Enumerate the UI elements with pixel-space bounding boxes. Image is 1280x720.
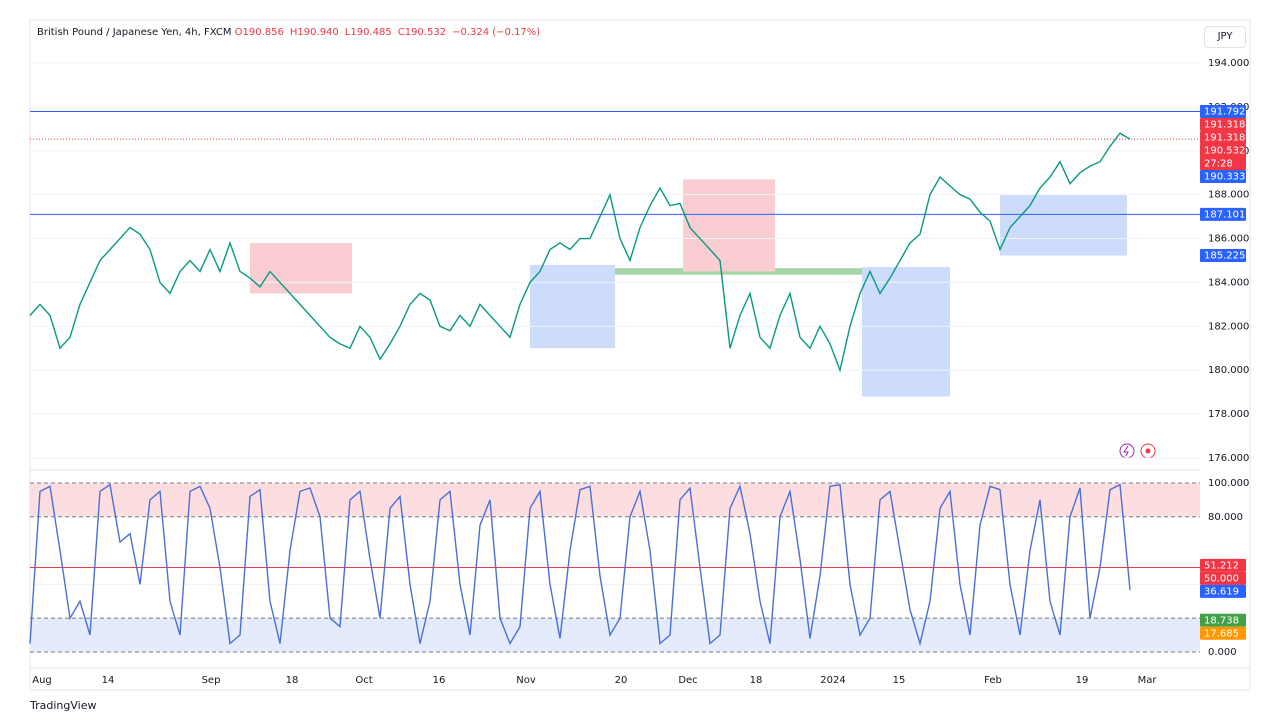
y-tick-label: 180.000: [1208, 365, 1249, 376]
x-tick-label: 19: [1076, 675, 1089, 686]
y-tick-label: 80.000: [1208, 512, 1243, 523]
level-band: [30, 482, 1200, 517]
countdown: 27:28: [1204, 158, 1233, 169]
open: O190.856: [234, 27, 284, 38]
price-label-bg: [1200, 104, 1246, 118]
series-line: [29, 483, 1131, 647]
zone: [530, 264, 615, 349]
price-label-bg: [1200, 207, 1246, 221]
x-tick-label: 16: [433, 675, 446, 686]
y-tick-label: 0.000: [1208, 647, 1237, 658]
price-label: 185.225: [1204, 251, 1245, 262]
price-label-bg: [1200, 571, 1246, 585]
y-tick-label: 186.000: [1208, 234, 1249, 245]
x-tick-label: 2024: [820, 675, 845, 686]
chart-frame: [29, 19, 1251, 691]
zone: [1000, 194, 1127, 256]
zone: [250, 242, 352, 294]
series-line: [29, 132, 1131, 373]
x-tick-label: Aug: [32, 675, 52, 686]
price-label: 17.685: [1204, 628, 1239, 639]
y-tick-label: 100.000: [1208, 478, 1249, 489]
y-tick-label: 176.000: [1208, 453, 1249, 464]
x-tick-label: 18: [750, 675, 763, 686]
price-label: 191.792: [1204, 106, 1245, 117]
y-tick-label: 184.000: [1208, 277, 1249, 288]
x-tick-label: Feb: [984, 675, 1002, 686]
x-tick-label: Nov: [516, 675, 536, 686]
price-label-bg: [1200, 169, 1246, 183]
close: C190.532: [397, 27, 447, 38]
price-label: 191.318: [1204, 132, 1245, 143]
y-tick-label: 182.000: [1208, 321, 1249, 332]
record-dot: [1145, 448, 1151, 454]
low: L190.485: [344, 27, 392, 38]
y-tick-label: 188.000: [1208, 190, 1249, 201]
price-label: 18.738: [1204, 615, 1239, 626]
price-label: 50.000: [1204, 573, 1239, 584]
symbol: British Pound / Japanese Yen, 4h, FXCM: [37, 27, 232, 38]
zone: [862, 267, 950, 397]
y-tick-label: 194.000: [1208, 58, 1249, 69]
x-tick-label: Sep: [202, 675, 221, 686]
high: H190.940: [289, 27, 339, 38]
price-label: 36.619: [1204, 586, 1239, 597]
alert-bolt: [1123, 445, 1129, 457]
change: −0.324 (−0.17%): [452, 27, 541, 38]
legend-header: British Pound / Japanese Yen, 4h, FXCM O…: [37, 27, 546, 38]
x-tick-label: 20: [615, 675, 628, 686]
alert-icon[interactable]: [1119, 443, 1135, 459]
price-label-bg: [1200, 143, 1246, 170]
price-label: 190.532: [1204, 145, 1245, 156]
price-label-bg: [1200, 249, 1246, 263]
price-label: 190.333: [1204, 171, 1245, 182]
currency-button[interactable]: JPY: [1204, 26, 1246, 48]
zone: [683, 179, 775, 272]
x-tick-label: 14: [102, 675, 115, 686]
price-label: 187.101: [1204, 209, 1245, 220]
price-label-bg: [1200, 558, 1246, 572]
x-tick-label: Dec: [678, 675, 697, 686]
price-label-bg: [1200, 584, 1246, 598]
x-tick-label: 18: [286, 675, 299, 686]
price-label: 191.318: [1204, 119, 1245, 130]
price-label: 51.212: [1204, 560, 1239, 571]
x-tick-label: Oct: [355, 675, 372, 686]
price-label-bg: [1200, 117, 1246, 131]
price-label-bg: [1200, 613, 1246, 627]
price-label-bg: [1200, 130, 1246, 144]
price-label-bg: [1200, 626, 1246, 640]
brand: TradingView: [30, 699, 97, 712]
level-band: [30, 618, 1200, 652]
x-tick-label: Mar: [1138, 675, 1158, 686]
y-tick-label: 178.000: [1208, 409, 1249, 420]
x-tick-label: 15: [893, 675, 906, 686]
